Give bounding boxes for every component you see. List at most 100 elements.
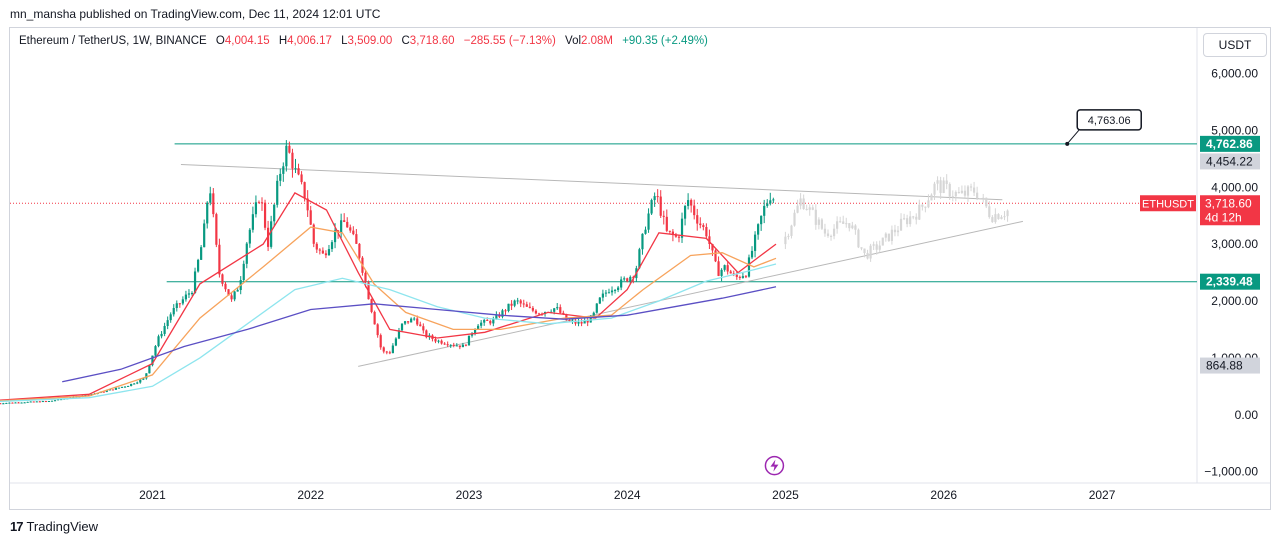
projection-body [869,245,872,259]
y-tick-label: −1,000.00 [1204,465,1258,479]
ema-line-red [0,192,777,401]
projection-body [860,247,863,249]
currency-button[interactable]: USDT [1203,33,1267,57]
projection-body [790,225,793,236]
candle-body [644,229,647,234]
candle-body [175,303,178,309]
candle-body [574,320,577,324]
candle-body [276,180,279,205]
candle-body [236,289,239,292]
candle-body [108,389,111,391]
symbol-name[interactable]: Ethereum / TetherUS, 1W, BINANCE [19,35,207,47]
candle-body [340,220,343,233]
projection-body [875,244,878,250]
projection-body [915,216,918,220]
candle-body [531,307,534,311]
projection-body [982,197,985,199]
candle-body [483,319,486,323]
candle-body [665,216,668,231]
candle-body [142,378,145,380]
candle-body [60,399,63,401]
candle-body [203,223,206,248]
projection-body [997,214,1000,220]
projection-body [954,191,957,197]
projection-body [854,225,857,230]
price-label-box [1200,273,1260,290]
projection-body [945,180,948,185]
candle-body [638,249,641,269]
candle-body [50,400,54,402]
candle-body [373,311,376,325]
candle-body [738,276,741,278]
candle-body [200,247,203,260]
candle-body [659,196,662,216]
candle-body [705,227,708,237]
x-tick-label: 2023 [456,488,483,502]
candle-body [397,330,401,339]
candle-body [620,279,623,288]
ema-line-orange [0,226,777,402]
projection-body [784,236,787,245]
brand-name: TradingView [26,519,99,534]
projection-body [988,206,991,218]
candle-body [291,152,294,169]
candle-body [29,401,32,403]
candle-body [753,234,757,251]
candle-body [206,202,209,224]
candle-body [513,300,516,306]
high-value: 4,006.17 [287,35,332,47]
y-tick-label: 4,000.00 [1211,180,1258,194]
candle-body [437,340,440,342]
candle-body [760,215,763,225]
candle-body [282,166,285,174]
candle-body [443,343,446,345]
candle-body [166,320,169,326]
candle-body [41,401,44,403]
candle-body [379,335,382,348]
candle-body [391,345,394,354]
candle-body [288,145,291,153]
projection-body [933,183,936,195]
y-tick-label: 5,000.00 [1211,123,1258,137]
candle-body [343,220,346,222]
projection-body [890,229,894,242]
candle-body [352,230,355,235]
candle-body [279,173,282,181]
projection-body [963,190,967,196]
candle-body [613,289,617,291]
projection-body [787,235,790,237]
price-label: 4,762.86 [1206,137,1253,151]
candle-body [461,344,464,348]
candle-body [123,386,127,388]
ohlc-legend: Ethereum / TetherUS, 1W, BINANCE O4,004.… [19,35,708,47]
candle-body [607,292,611,294]
projection-body [969,186,973,188]
candle-body [495,314,498,319]
candle-body [595,303,598,313]
candle-body [708,236,711,244]
candle-body [130,383,133,386]
candle-body [224,283,227,290]
candle-body [577,322,580,324]
candle-body [251,214,254,230]
candle-body [151,355,154,366]
candle-body [23,402,26,404]
candle-body [455,345,458,347]
projection-body [957,191,960,193]
y-tick-label: 2,000.00 [1211,294,1258,308]
candle-body [209,193,212,203]
publish-header: mn_mansha published on TradingView.com, … [10,7,381,21]
projection-body [863,248,866,254]
candle-body [35,401,38,403]
candle-body [446,344,449,346]
candle-body [403,321,407,324]
candle-body [744,276,748,278]
candle-body [565,314,568,321]
candle-body [87,394,90,396]
candle-body [136,382,139,384]
y-tick-label: 0.00 [1235,408,1259,422]
x-tick-label: 2027 [1089,488,1116,502]
candle-body [349,227,352,231]
last-price-label: 3,718.60 [1205,196,1252,210]
